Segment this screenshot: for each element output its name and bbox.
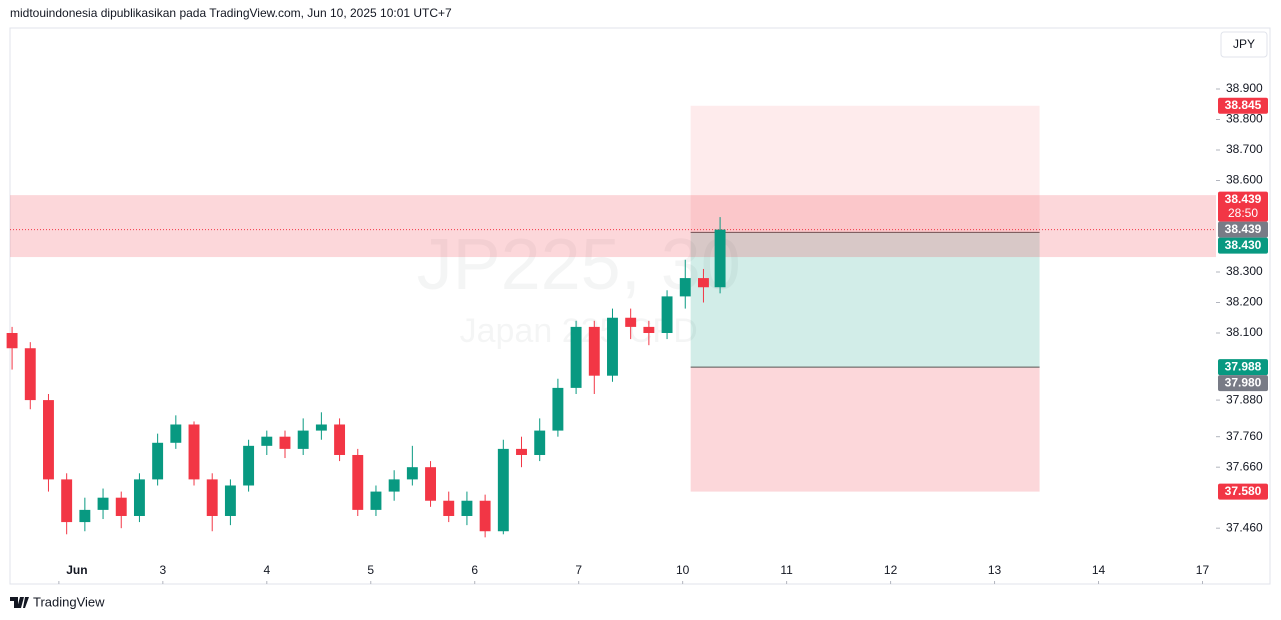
y-tick-label: 37.460 [1226,520,1263,534]
y-tick-label: 38.300 [1226,264,1263,278]
candle-body [643,326,655,333]
y-tick-label: 37.760 [1226,429,1263,443]
x-tick-label: 5 [367,563,374,577]
candle-body [115,497,127,516]
x-tick-label: 13 [988,563,1002,577]
x-tick-label: 7 [575,563,582,577]
y-tick-label: 38.700 [1226,142,1263,156]
price-badge [1218,483,1268,500]
candle-body [588,326,600,376]
candle-body [697,278,709,288]
chart-frame [9,27,1271,585]
countdown: 28:50 [1228,206,1258,220]
candle-body [152,442,164,480]
candle-body [679,278,691,297]
candle-body [370,491,382,510]
profit-zone [690,232,1040,368]
candle-body [714,229,726,288]
y-tick-label: 37.880 [1226,392,1263,406]
candle-body [406,467,418,480]
candle-body [79,509,91,523]
candle-body [497,448,509,532]
y-tick-label: 38.600 [1226,173,1263,187]
x-tick-label: 10 [676,563,690,577]
candle-body [61,479,73,523]
candle-body [334,424,346,455]
candle-body [206,479,218,516]
price-badge-label: 37.980 [1225,375,1262,389]
candle-body [570,326,582,388]
candle-body [461,500,473,516]
x-tick-label: Jun [66,563,87,577]
x-tick-label: 11 [780,563,793,577]
y-tick-label: 38.900 [1226,81,1263,95]
currency[interactable]: JPY [1233,37,1255,51]
candle-body [97,497,109,510]
candle-body [24,348,36,401]
price-badge [1218,191,1268,222]
y-tick-label: 38.800 [1226,112,1263,126]
candle-body [625,317,637,327]
stop-zone [690,367,1040,492]
candle-body [43,400,54,480]
candle-body [261,436,273,446]
candle-body [188,424,200,480]
candle-body [607,317,618,376]
x-tick-label: 3 [159,563,166,577]
price-badge [1218,359,1268,376]
header: midtouindonesia dipublikasikan pada Trad… [10,6,452,20]
logo [10,597,29,608]
candle-body [661,296,673,333]
y-tick-label: 37.660 [1226,459,1263,473]
price-badge [1218,97,1268,114]
x-tick-label: 17 [1196,563,1210,577]
candle-body [170,424,182,443]
candle-body [552,387,564,431]
price-badge [1218,221,1268,238]
price-badge-label: 38.439 [1225,192,1262,206]
price-badge-label: 38.845 [1225,98,1262,112]
price-badge-label: 38.430 [1225,238,1262,252]
candle-body [516,448,527,455]
candle-body [388,479,400,492]
candle-body [224,485,236,516]
target-zone [690,105,1040,233]
candle-body [352,454,364,510]
price-badge-label: 37.580 [1225,484,1262,498]
x-tick-label: 6 [471,563,478,577]
candle-body [443,500,455,516]
y-tick-label: 38.100 [1226,325,1263,339]
candle-body [133,479,145,516]
resistance-zone [10,195,1216,258]
candle-body [279,436,291,449]
candle-body [6,332,18,349]
currency-button[interactable] [1220,31,1268,58]
price-badge [1218,237,1268,254]
candle-body [479,500,491,532]
footer-brand: TradingView [33,594,105,609]
price-badge-label: 38.439 [1225,222,1262,236]
x-tick-label: 4 [263,563,270,577]
x-tick-label: 14 [1092,563,1106,577]
y-tick-label: 38.200 [1226,295,1263,309]
candle-body [243,445,255,486]
price-badge [1218,375,1268,392]
x-tick-label: 12 [884,563,898,577]
candle-body [534,430,546,455]
price-badge-label: 37.988 [1225,359,1262,373]
candle-body [315,424,327,431]
candle-body [425,467,436,501]
candle-body [297,430,309,449]
